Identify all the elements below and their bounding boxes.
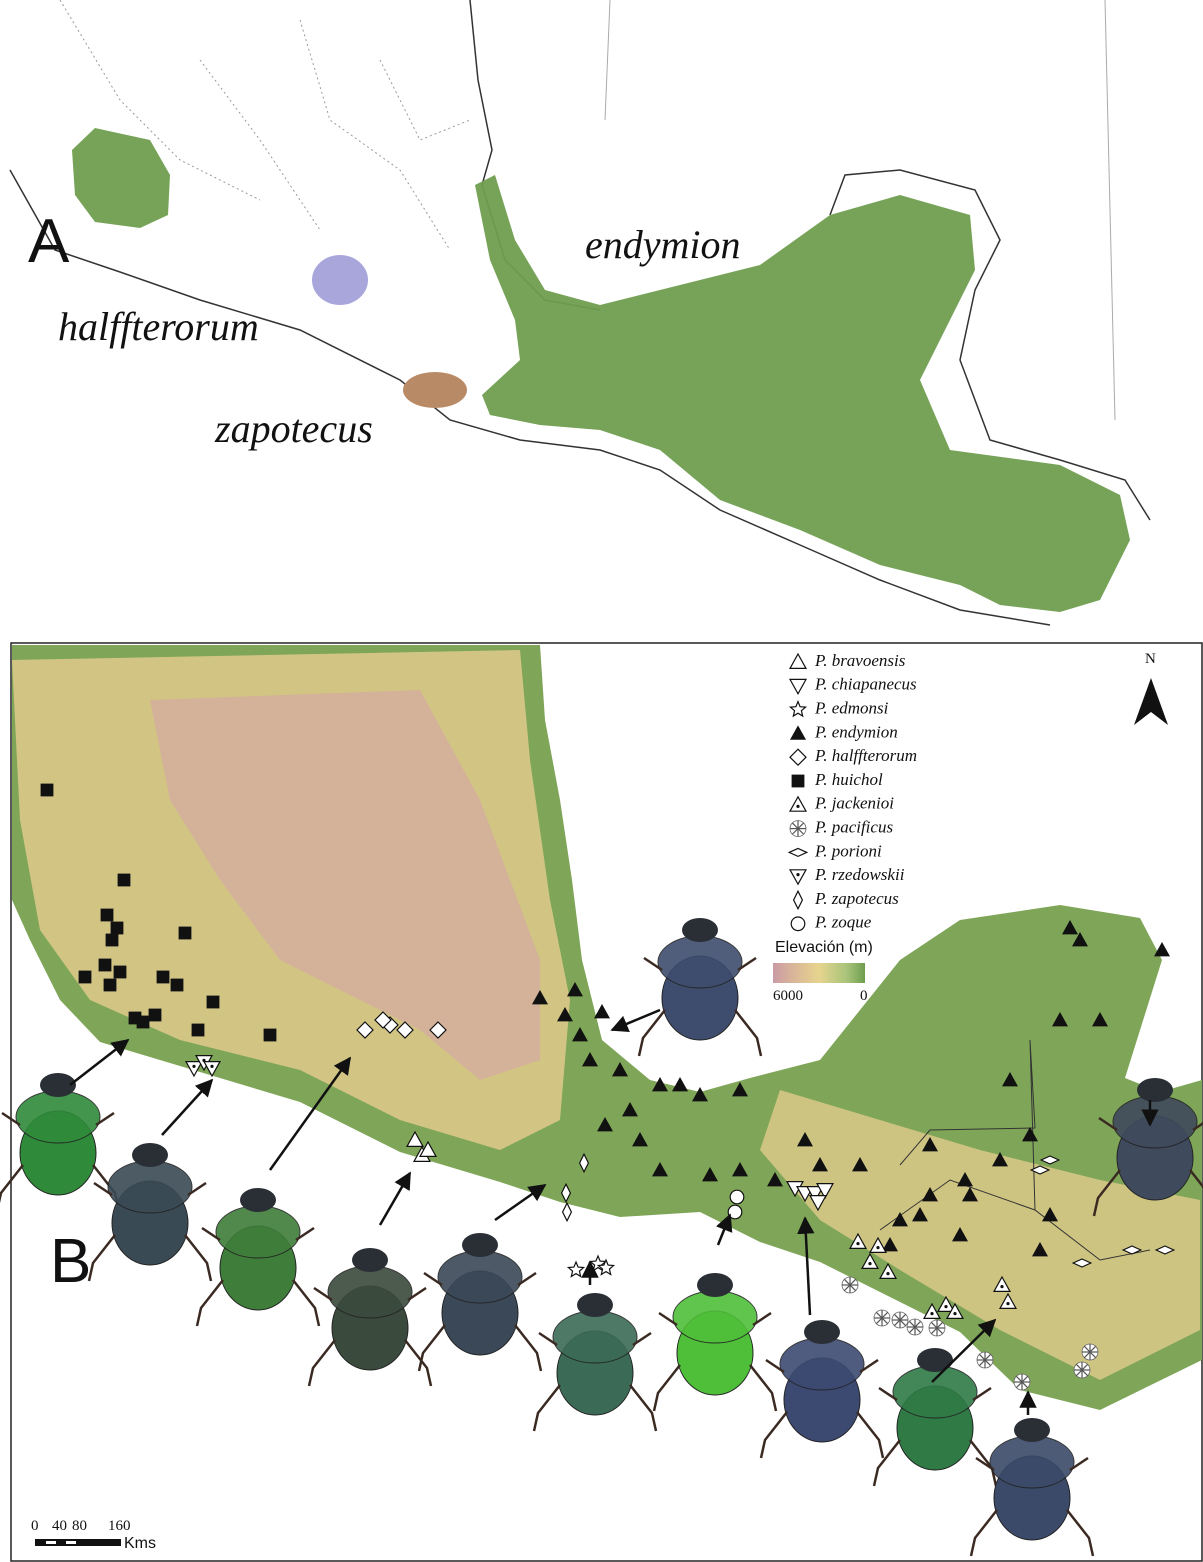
elevation-low: 0 bbox=[860, 988, 868, 1004]
legend-label: P. pacificus bbox=[814, 818, 893, 837]
symbol bbox=[1006, 1302, 1009, 1305]
panel-b: P. bravoensis P. chiapanecus P. edmonsi P. … bbox=[0, 643, 1203, 1561]
symbol bbox=[876, 1246, 879, 1249]
beetle-head bbox=[682, 918, 718, 942]
legend-label: P. edmonsi bbox=[814, 699, 889, 718]
range-zapotecus bbox=[403, 372, 467, 408]
scale-tick: 0 bbox=[31, 1518, 39, 1534]
legend-label: P. halffterorum bbox=[814, 746, 917, 765]
beetle-pronotum bbox=[108, 1161, 192, 1213]
scale-bar bbox=[35, 1539, 121, 1546]
symbol bbox=[111, 922, 124, 935]
beetle-head bbox=[462, 1233, 498, 1257]
figure: A halffterorum zapotecus endymion P. bra… bbox=[0, 0, 1203, 1562]
symbol bbox=[930, 1312, 933, 1315]
symbol bbox=[137, 1016, 150, 1029]
beetle-pronotum bbox=[216, 1206, 300, 1258]
legend-label: P. zoque bbox=[814, 913, 872, 932]
symbol bbox=[192, 1024, 205, 1037]
scale-tick: 160 bbox=[108, 1518, 131, 1534]
symbol bbox=[171, 979, 184, 992]
beetle-head bbox=[1014, 1418, 1050, 1442]
symbol bbox=[796, 873, 799, 876]
symbol bbox=[101, 909, 114, 922]
symbol bbox=[179, 927, 192, 940]
beetle-pronotum bbox=[673, 1291, 757, 1343]
beetle-head bbox=[577, 1293, 613, 1317]
range-halffterorum bbox=[312, 255, 368, 305]
beetle-pronotum bbox=[16, 1091, 100, 1143]
symbol bbox=[944, 1305, 947, 1308]
beetle-pronotum bbox=[780, 1338, 864, 1390]
grid-line bbox=[605, 0, 610, 120]
legend-label: P. rzedowskii bbox=[814, 865, 905, 884]
legend-label: P. jackenioi bbox=[814, 794, 894, 813]
scale-tick: 80 bbox=[72, 1518, 87, 1534]
symbol bbox=[868, 1262, 871, 1265]
symbol bbox=[953, 1312, 956, 1315]
range-huichol bbox=[72, 128, 170, 228]
panel-a: A halffterorum zapotecus endymion bbox=[10, 0, 1150, 625]
symbol bbox=[796, 805, 799, 808]
symbol bbox=[856, 1242, 859, 1245]
beetle-head bbox=[697, 1273, 733, 1297]
scale-unit: Kms bbox=[124, 1535, 156, 1552]
symbol bbox=[99, 959, 112, 972]
symbol bbox=[1000, 1285, 1003, 1288]
symbol bbox=[106, 934, 119, 947]
legend-label: P. bravoensis bbox=[814, 651, 906, 670]
symbol bbox=[118, 874, 131, 887]
symbol bbox=[791, 917, 805, 931]
symbol bbox=[157, 971, 170, 984]
symbol bbox=[264, 1029, 277, 1042]
legend-label: P. chiapanecus bbox=[814, 675, 917, 694]
symbol bbox=[192, 1065, 195, 1068]
range-label: zapotecus bbox=[214, 406, 373, 451]
elevation-high: 6000 bbox=[773, 988, 803, 1004]
symbol bbox=[730, 1190, 744, 1204]
beetle-head bbox=[352, 1248, 388, 1272]
range-label: halffterorum bbox=[58, 304, 259, 349]
beetle-head bbox=[1137, 1078, 1173, 1102]
range-label: endymion bbox=[585, 222, 741, 267]
symbol bbox=[207, 996, 220, 1009]
beetle-head bbox=[240, 1188, 276, 1212]
north-label: N bbox=[1145, 651, 1156, 667]
legend-label: P. huichol bbox=[814, 770, 883, 789]
legend-label: P. zapotecus bbox=[814, 889, 899, 908]
beetle-pronotum bbox=[893, 1366, 977, 1418]
symbol bbox=[149, 1009, 162, 1022]
symbol bbox=[114, 966, 127, 979]
beetle-head bbox=[132, 1143, 168, 1167]
symbol bbox=[210, 1065, 213, 1068]
grid-line bbox=[1105, 0, 1115, 420]
legend-label: P. endymion bbox=[814, 722, 898, 741]
beetle-pronotum bbox=[438, 1251, 522, 1303]
beetle-pronotum bbox=[553, 1311, 637, 1363]
beetle-pronotum bbox=[1113, 1096, 1197, 1148]
beetle-pronotum bbox=[990, 1436, 1074, 1488]
legend-label: P. porioni bbox=[814, 841, 882, 860]
panel-label: B bbox=[50, 1227, 91, 1296]
beetle-head bbox=[804, 1320, 840, 1344]
symbol bbox=[79, 971, 92, 984]
symbol bbox=[792, 775, 805, 788]
elevation-title: Elevación (m) bbox=[775, 939, 873, 956]
scale-tick: 40 bbox=[52, 1518, 67, 1534]
elevation-ramp bbox=[773, 963, 865, 983]
symbol bbox=[886, 1272, 889, 1275]
panel-label: A bbox=[28, 207, 70, 276]
symbol bbox=[41, 784, 54, 797]
beetle-pronotum bbox=[328, 1266, 412, 1318]
beetle-pronotum bbox=[658, 936, 742, 988]
symbol bbox=[104, 979, 117, 992]
